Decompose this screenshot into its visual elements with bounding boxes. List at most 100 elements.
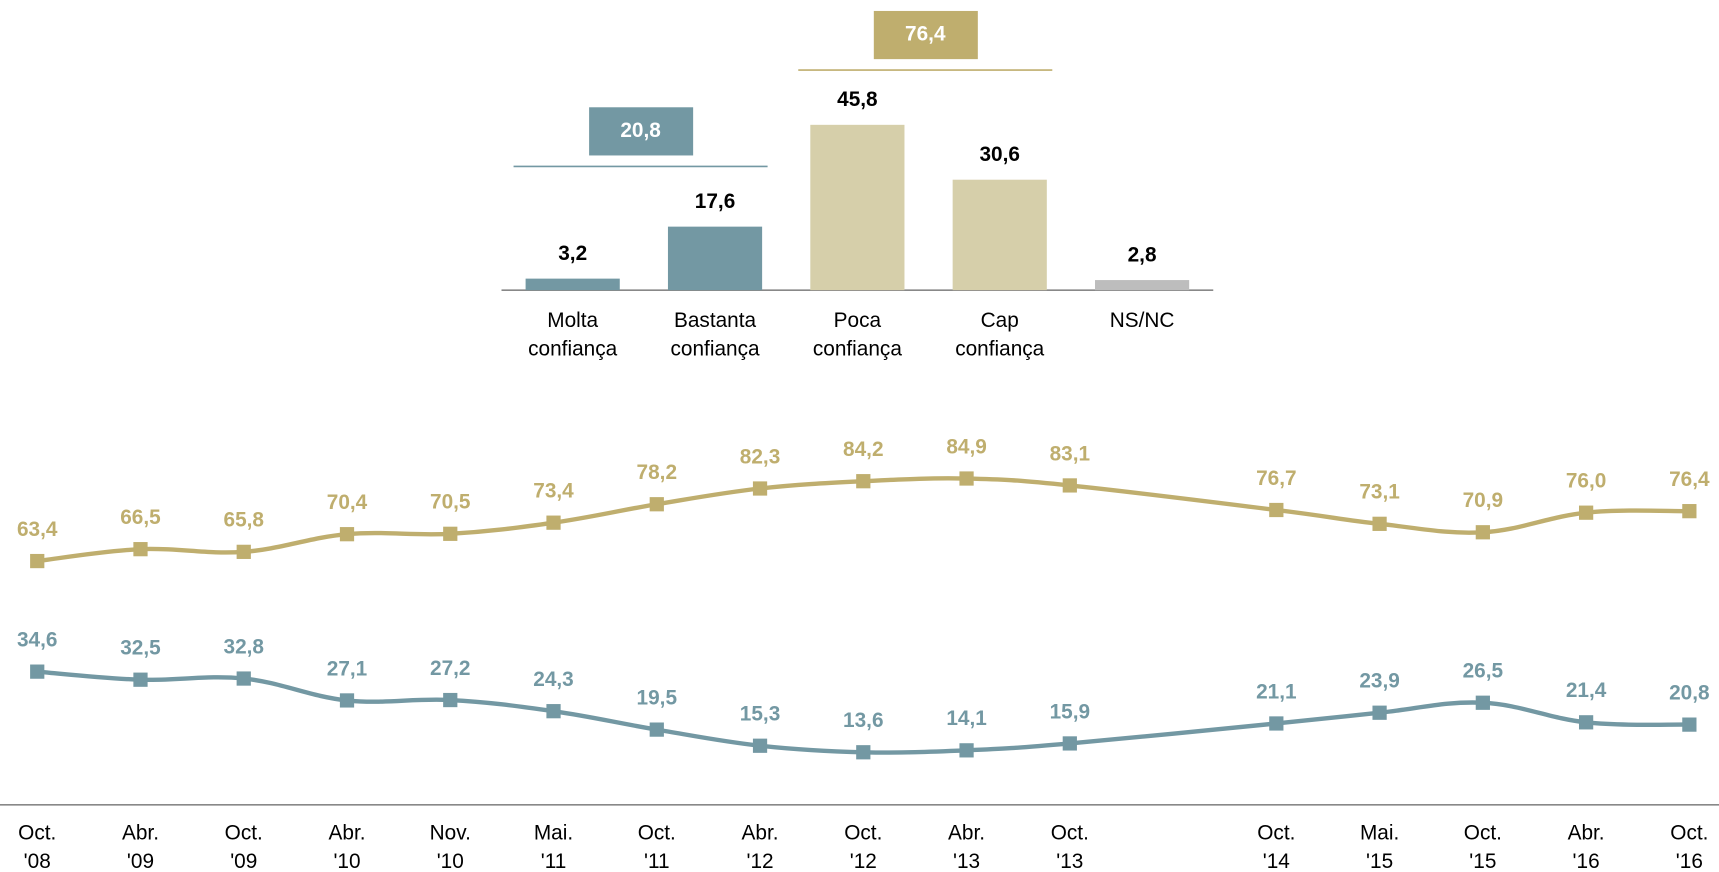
marker [959, 471, 974, 486]
value-label: 26,5 [1463, 660, 1503, 683]
marker [1062, 478, 1077, 493]
bar [952, 179, 1047, 291]
value-label: 76,4 [1669, 468, 1710, 491]
value-label: 23,9 [1359, 670, 1399, 693]
marker [1475, 525, 1490, 540]
value-label: 32,5 [120, 637, 160, 660]
category-label: Cap confiança [955, 308, 1044, 359]
value-label: 65,8 [224, 509, 264, 532]
x-tick-label: Oct. '15 [1464, 821, 1502, 872]
marker [339, 693, 355, 708]
marker [1062, 736, 1077, 751]
marker [1578, 505, 1594, 520]
marker [133, 672, 148, 687]
value-label: 73,1 [1359, 481, 1399, 504]
marker [856, 745, 871, 760]
category-label: Molta confiança [528, 308, 617, 359]
marker [546, 515, 561, 530]
value-label: 2,8 [1128, 243, 1157, 266]
x-tick-label: Nov. '10 [430, 821, 471, 872]
marker [752, 738, 768, 753]
x-tick-label: Mai. '11 [534, 821, 573, 872]
value-label: 83,1 [1050, 442, 1090, 465]
marker [1475, 695, 1490, 710]
bar [667, 226, 763, 291]
marker [856, 474, 871, 489]
marker [1682, 504, 1697, 519]
value-label: 78,2 [637, 461, 677, 484]
marker [1578, 715, 1594, 730]
marker [133, 542, 148, 557]
value-label: 32,8 [224, 635, 264, 658]
category-label: Bastanta confiança [671, 308, 760, 359]
value-label: 82,3 [740, 445, 780, 468]
value-label: 27,1 [327, 657, 367, 680]
value-label: 15,3 [740, 703, 780, 726]
value-label: 34,6 [17, 628, 57, 651]
marker [959, 743, 974, 758]
bar [1095, 280, 1190, 291]
marker [443, 526, 458, 541]
marker [1269, 716, 1284, 731]
x-tick-label: Abr. '13 [948, 821, 985, 872]
value-label: 21,1 [1256, 680, 1296, 703]
value-label: 70,5 [430, 491, 470, 514]
x-tick-label: Abr. '10 [329, 821, 366, 872]
value-label: 15,9 [1050, 700, 1090, 723]
value-label: 84,2 [843, 438, 883, 461]
x-tick-label: Oct. '13 [1051, 821, 1089, 872]
marker [236, 544, 251, 559]
value-label: 63,4 [17, 518, 58, 541]
charts: 3,2 Molta confiança 17,6 Bastanta confiança 45… [0, 10, 1719, 872]
value-label: 27,2 [430, 657, 470, 680]
value-label: 76,0 [1566, 470, 1606, 493]
x-tick-label: Abr. '16 [1568, 821, 1605, 872]
x-tick-label: Oct. '11 [638, 821, 676, 872]
value-label: 13,6 [843, 709, 883, 732]
group-label: 20,8 [620, 119, 660, 142]
value-label: 73,4 [533, 480, 574, 503]
x-tick-label: Oct. '12 [844, 821, 882, 872]
value-label: 20,8 [1669, 681, 1709, 704]
x-tick-label: Oct. '16 [1670, 821, 1708, 872]
value-label: 84,9 [946, 435, 986, 458]
x-tick-label: Mai. '15 [1360, 821, 1399, 872]
series-line [37, 669, 1690, 755]
group-box [873, 10, 978, 60]
x-tick-label: Abr. '09 [122, 821, 159, 872]
marker [752, 481, 768, 496]
marker [546, 704, 561, 719]
value-label: 14,1 [946, 707, 986, 730]
marker [1269, 502, 1284, 518]
bar [525, 278, 620, 291]
marker [236, 671, 251, 686]
marker [649, 497, 664, 512]
group-box [589, 107, 694, 156]
value-label: 66,5 [120, 506, 160, 529]
x-tick-label: Oct. '08 [18, 821, 56, 872]
group-label: 76,4 [905, 23, 946, 46]
category-label: Poca confiança [813, 308, 902, 359]
marker [1372, 705, 1387, 720]
value-label: 19,5 [637, 686, 677, 709]
value-label: 70,4 [327, 491, 368, 514]
marker [339, 527, 355, 542]
x-tick-label: Oct. '14 [1257, 821, 1295, 872]
marker [649, 722, 664, 737]
bar [810, 124, 905, 291]
value-label: 17,6 [695, 190, 735, 213]
x-tick-label: Oct. '09 [225, 821, 263, 872]
marker [443, 692, 458, 708]
marker [1372, 516, 1387, 531]
marker [1682, 717, 1697, 732]
value-label: 21,4 [1566, 679, 1607, 702]
series-line [36, 476, 1690, 564]
value-label: 24,3 [533, 668, 573, 691]
value-label: 30,6 [979, 143, 1019, 166]
value-label: 3,2 [558, 242, 587, 265]
value-label: 45,8 [837, 88, 877, 111]
category-label: NS/NC [1110, 308, 1175, 331]
value-label: 70,9 [1463, 489, 1503, 512]
x-tick-label: Abr. '12 [742, 821, 779, 872]
